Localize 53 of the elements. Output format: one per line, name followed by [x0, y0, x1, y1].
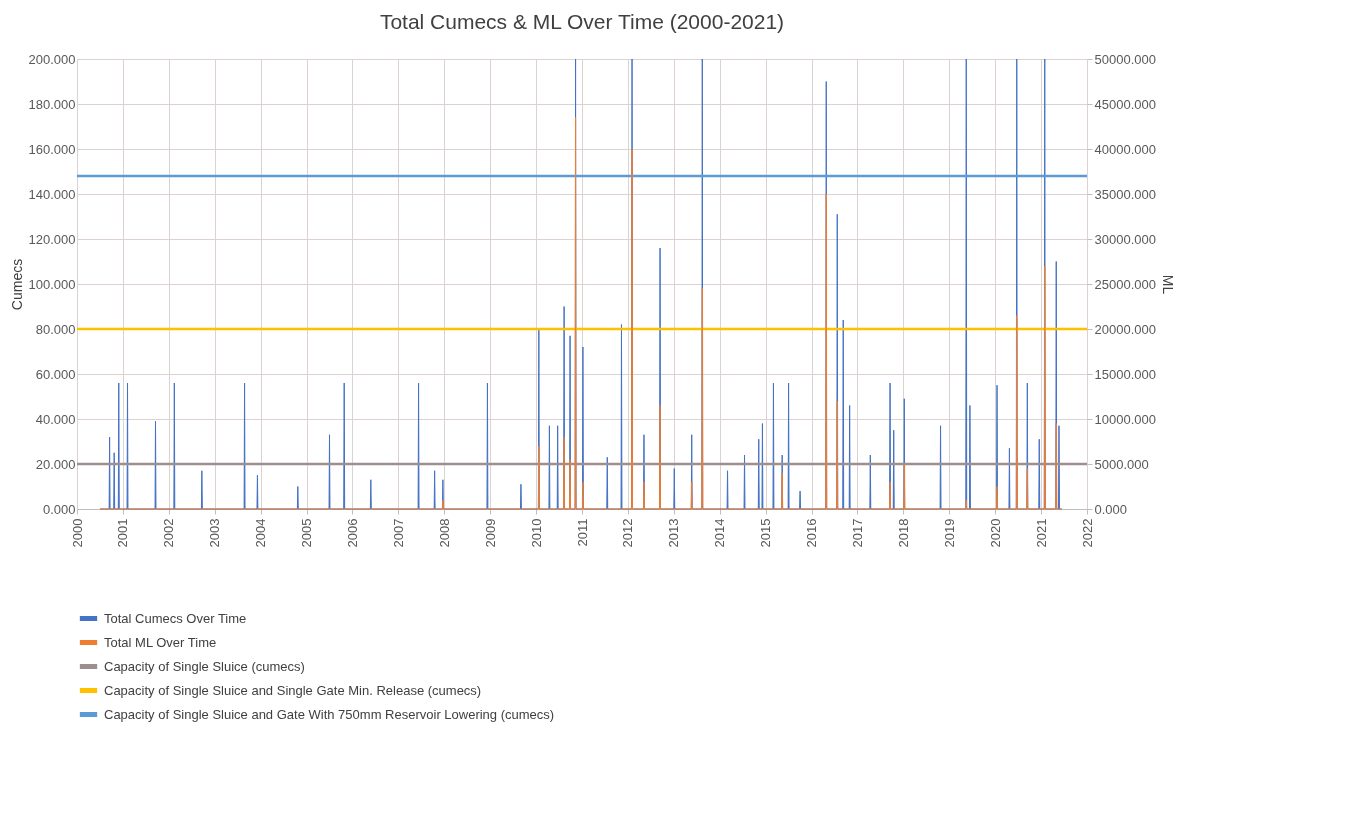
x-tick-label: 2000: [69, 518, 85, 548]
y-tick-label: 180.000: [28, 96, 76, 112]
x-tick-label: 2020: [987, 518, 1003, 548]
y-tick-label: 80.000: [35, 321, 76, 337]
y2-tick-label: 50000.000: [1094, 51, 1156, 67]
x-tick-label: 2010: [528, 518, 544, 548]
y-tick-label: 0.000: [42, 501, 76, 517]
x-tick-label: 2022: [1079, 518, 1095, 548]
y2-tick-label: 40000.000: [1094, 141, 1156, 157]
y-tick-label: 20.000: [35, 456, 76, 472]
x-tick-label: 2005: [299, 518, 315, 548]
y2-tick-label: 0.000: [1094, 501, 1128, 517]
y-tick-label: 100.000: [28, 276, 76, 292]
y-tick-label: 40.000: [35, 411, 76, 427]
y2-tick-label: 25000.000: [1094, 276, 1156, 292]
x-tick-label: 2009: [482, 518, 498, 548]
x-tick-label: 2007: [390, 518, 406, 548]
y2-tick-label: 5000.000: [1094, 456, 1149, 472]
x-tick-label: 2016: [804, 518, 820, 548]
x-tick-label: 2013: [666, 518, 682, 548]
y2-tick-label: 20000.000: [1094, 321, 1156, 337]
chart-title: Total Cumecs & ML Over Time (2000-2021): [379, 10, 785, 33]
y2-tick-label: 30000.000: [1094, 231, 1156, 247]
y2-tick-label: 15000.000: [1094, 366, 1156, 382]
y-tick-label: 200.000: [28, 51, 76, 67]
legend-label: Capacity of Single Sluice (cumecs): [104, 658, 305, 674]
y-axis-title: Cumecs: [8, 258, 25, 311]
x-tick-label: 2006: [344, 518, 360, 548]
x-tick-label: 2019: [941, 518, 957, 548]
y2-tick-label: 10000.000: [1094, 411, 1156, 427]
x-tick-label: 2014: [712, 518, 728, 548]
x-tick-label: 2018: [895, 518, 911, 548]
x-tick-label: 2008: [436, 518, 452, 548]
y2-axis-title: ML: [1159, 274, 1176, 295]
x-tick-label: 2011: [574, 518, 590, 547]
y-tick-label: 60.000: [35, 366, 76, 382]
x-tick-label: 2012: [620, 518, 636, 548]
x-tick-label: 2004: [253, 518, 269, 548]
legend-label: Total Cumecs Over Time: [104, 610, 247, 626]
x-tick-label: 2002: [161, 518, 177, 548]
x-tick-label: 2021: [1033, 518, 1049, 548]
y2-tick-label: 35000.000: [1094, 186, 1156, 202]
y2-tick-label: 45000.000: [1094, 96, 1156, 112]
x-tick-label: 2017: [849, 518, 865, 548]
y-tick-label: 160.000: [28, 141, 76, 157]
x-tick-label: 2015: [758, 518, 774, 548]
x-tick-label: 2001: [115, 518, 131, 548]
y-tick-label: 120.000: [28, 231, 76, 247]
legend-label: Total ML Over Time: [104, 634, 217, 650]
y-tick-label: 140.000: [28, 186, 76, 202]
legend-label: Capacity of Single Sluice and Gate With 750mm Reservoir Lowering (cumecs): [104, 706, 555, 722]
legend-label: Capacity of Single Sluice and Single Gate Min. Release (cumecs): [104, 682, 482, 698]
x-tick-label: 2003: [207, 518, 223, 548]
